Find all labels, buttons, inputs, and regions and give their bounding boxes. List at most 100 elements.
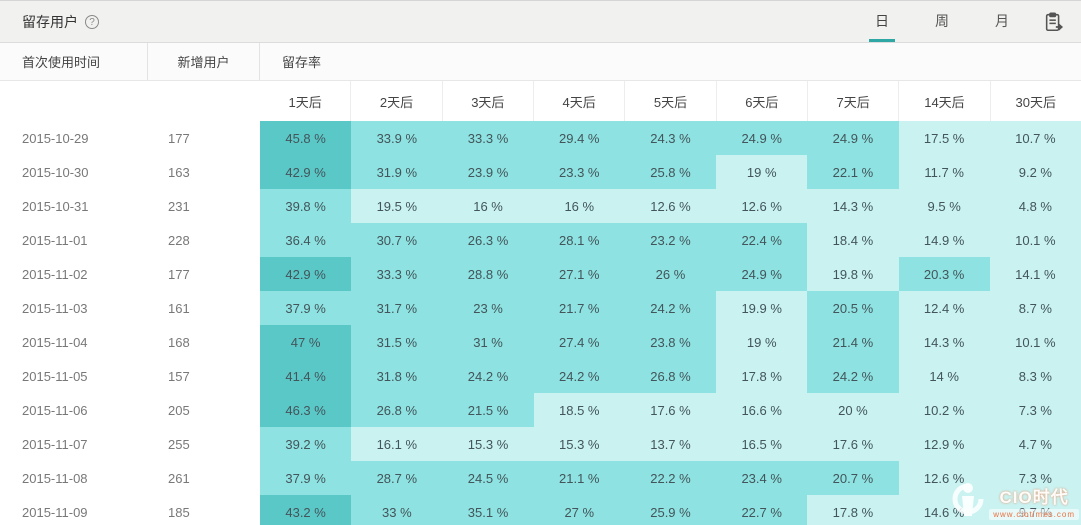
new-users-count: 205: [168, 402, 190, 418]
retention-cell: 12.6 %: [624, 189, 717, 223]
retention-cell: 27.4 %: [533, 325, 625, 359]
retention-cell: 4.7 %: [989, 427, 1081, 461]
retention-cell: 25.9 %: [624, 495, 717, 525]
retention-cell: 31 %: [442, 325, 534, 359]
retention-cell: 17.8 %: [807, 495, 899, 525]
retention-cell: 26.8 %: [624, 359, 717, 393]
retention-cell: 43.2 %: [260, 495, 352, 525]
retention-cell: 16.6 %: [716, 393, 808, 427]
day-col-header: 30天后: [989, 81, 1081, 121]
new-users-count: 163: [168, 164, 190, 180]
retention-cell: 16 %: [533, 189, 625, 223]
retention-cell: 31.9 %: [351, 155, 443, 189]
retention-cell: 31.7 %: [351, 291, 443, 325]
retention-cell: 24.2 %: [624, 291, 717, 325]
day-col-header: 6天后: [715, 81, 807, 121]
export-icon[interactable]: [1043, 10, 1067, 34]
new-users-count: 177: [168, 266, 190, 282]
first-use-date: 2015-10-30: [22, 164, 89, 180]
retention-cell: 24.3 %: [624, 121, 717, 155]
retention-cell: 16.1 %: [351, 427, 443, 461]
day-col-header: 1天后: [288, 94, 322, 110]
retention-cell: 23.2 %: [624, 223, 717, 257]
retention-cell: 10.7 %: [989, 121, 1081, 155]
retention-cell: 10.1 %: [989, 223, 1081, 257]
day-col-header: 4天后: [532, 81, 624, 121]
retention-cell: 18.5 %: [533, 393, 625, 427]
retention-cell: 20.7 %: [807, 461, 899, 495]
retention-cell: 42.9 %: [260, 155, 352, 189]
new-users-count: 228: [168, 232, 190, 248]
first-use-date: 2015-11-05: [22, 368, 88, 384]
retention-cell: 17.5 %: [898, 121, 990, 155]
retention-cell: 24.9 %: [716, 121, 808, 155]
retention-cell: 23 %: [442, 291, 534, 325]
retention-cell: 21.1 %: [533, 461, 625, 495]
tab-日[interactable]: 日: [869, 1, 895, 42]
new-users-count: 157: [168, 368, 190, 384]
day-headers: 1天后 2天后 3天后 4天后 5天后 6天后 7天后 14天后 30天后: [260, 81, 1081, 121]
table-row: 2015-11-09 185 43.2 % 33 % 35.1 % 27 % 25.9 % 2…: [0, 495, 1081, 525]
retention-cell: 24.5 %: [442, 461, 534, 495]
retention-cell: 29.4 %: [533, 121, 625, 155]
day-col-header: 2天后: [350, 81, 441, 121]
retention-cell: 8.3 %: [989, 359, 1081, 393]
table-row: 2015-11-01 228 36.4 % 30.7 % 26.3 % 28.1 % 23.…: [0, 223, 1081, 257]
retention-cell: 8.7 %: [989, 291, 1081, 325]
retention-cell: 17.6 %: [807, 427, 899, 461]
retention-cell: 21.4 %: [807, 325, 899, 359]
retention-cell: 19 %: [716, 155, 808, 189]
day-col-header: 3天后: [441, 81, 533, 121]
table-body: 2015-10-29 177 45.8 % 33.9 % 33.3 % 29.4 % 24.…: [0, 121, 1081, 525]
help-icon[interactable]: ?: [85, 14, 99, 29]
retention-cell: 7.3 %: [989, 393, 1081, 427]
retention-cell: 39.2 %: [260, 427, 352, 461]
retention-cell: 19.5 %: [351, 189, 443, 223]
first-use-date: 2015-11-08: [22, 470, 88, 486]
col-header-new-users: 新增用户: [148, 43, 260, 80]
retention-cell: 33 %: [351, 495, 443, 525]
retention-cell: 23.4 %: [716, 461, 808, 495]
retention-cell: 42.9 %: [260, 257, 352, 291]
tab-周[interactable]: 周: [935, 13, 949, 29]
retention-cell: 21.5 %: [442, 393, 534, 427]
retention-cell: 45.8 %: [260, 121, 352, 155]
retention-cell: 12.6 %: [898, 461, 990, 495]
day-header-row: 1天后 2天后 3天后 4天后 5天后 6天后 7天后 14天后 30天后: [0, 81, 1081, 121]
new-users-count: 161: [168, 300, 190, 316]
retention-cell: 9.5 %: [898, 189, 990, 223]
retention-cell: 21.7 %: [533, 291, 625, 325]
retention-cell: 19 %: [716, 325, 808, 359]
retention-cell: 16.5 %: [716, 427, 808, 461]
page-title: 留存用户: [22, 13, 78, 30]
table-row: 2015-11-06 205 46.3 % 26.8 % 21.5 % 18.5 % 17.…: [0, 393, 1081, 427]
retention-cell: 46.3 %: [260, 393, 352, 427]
retention-cell: 14.9 %: [898, 223, 990, 257]
retention-cell: 24.2 %: [807, 359, 899, 393]
first-use-date: 2015-11-02: [22, 266, 88, 282]
retention-cell: 15.3 %: [533, 427, 625, 461]
table-row: 2015-11-08 261 37.9 % 28.7 % 24.5 % 21.1 % 22.…: [0, 461, 1081, 495]
table-row: 2015-11-05 157 41.4 % 31.8 % 24.2 % 24.2 % 26.…: [0, 359, 1081, 393]
day-col-header: 14天后: [898, 81, 989, 121]
retention-cell: 20.5 %: [807, 291, 899, 325]
retention-cell: 31.8 %: [351, 359, 443, 393]
table-row: 2015-10-30 163 42.9 % 31.9 % 23.9 % 23.3 % 25.…: [0, 155, 1081, 189]
retention-cell: 9.7 %: [989, 495, 1081, 525]
new-users-count: 255: [168, 436, 190, 452]
day-col-header: 7天后: [806, 81, 898, 121]
new-users-count: 177: [168, 130, 190, 146]
table-row: 2015-11-03 161 37.9 % 31.7 % 23 % 21.7 % 24.2 …: [0, 291, 1081, 325]
tab-月[interactable]: 月: [995, 13, 1009, 29]
retention-cell: 13.7 %: [624, 427, 717, 461]
panel-topbar: 留存用户 ? 日 周 月: [0, 1, 1081, 43]
retention-cell: 22.1 %: [807, 155, 899, 189]
retention-cell: 33.3 %: [442, 121, 534, 155]
retention-cell: 20.3 %: [898, 257, 990, 291]
retention-cell: 24.9 %: [716, 257, 808, 291]
first-use-date: 2015-11-01: [22, 232, 88, 248]
day-header-spacer: [0, 81, 260, 121]
retention-cell: 23.8 %: [624, 325, 717, 359]
retention-cell: 19.9 %: [716, 291, 808, 325]
retention-cell: 14.1 %: [989, 257, 1081, 291]
